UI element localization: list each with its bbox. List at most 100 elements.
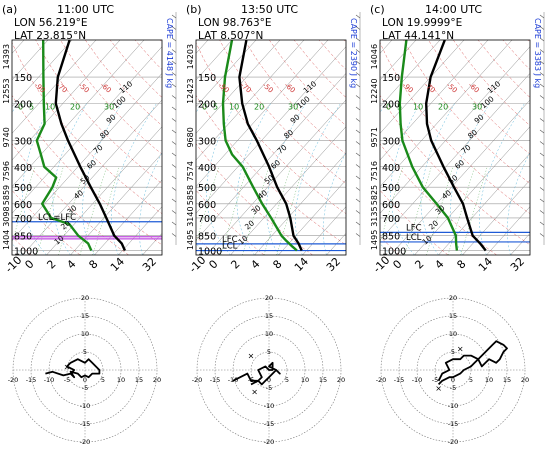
mixing-ratio-label: 0	[386, 102, 391, 111]
wind-barb	[355, 198, 361, 203]
hodograph-trace	[437, 340, 508, 386]
plot-area	[12, 40, 162, 255]
dry-adiabat	[12, 42, 162, 214]
hodograph-ring-label-neg: -20	[264, 438, 275, 446]
isotherm	[12, 40, 121, 161]
height-tick-label: 3135	[370, 206, 379, 226]
lcl-label: LCL	[222, 242, 238, 252]
isotherm-label: 110	[118, 79, 135, 95]
hodograph-ring-label: 5	[83, 348, 87, 356]
wind-barb	[171, 72, 177, 76]
plot-frame	[379, 39, 531, 256]
isotherm	[380, 46, 530, 214]
height-tick-label: 12553	[2, 78, 11, 103]
mixing-ratio-line	[220, 166, 248, 255]
lfc-label: LFC	[222, 235, 238, 245]
moist-adiabat	[22, 103, 53, 255]
hodograph-x-label: -10	[412, 376, 423, 384]
dry-adiabat	[196, 94, 346, 246]
isotherm-label: 80	[98, 128, 111, 141]
moist-adiabat	[111, 103, 157, 255]
hodograph-ring-label: 10	[265, 330, 273, 338]
mixing-ratio-line	[92, 166, 120, 255]
cape-label: CAPE = 3383 J kg	[533, 18, 542, 88]
isotherm	[70, 152, 162, 255]
hodograph-x-label: 15	[503, 376, 511, 384]
dewpoint-profile	[398, 40, 459, 251]
wind-barb	[539, 95, 545, 99]
isotherm	[302, 206, 346, 255]
mixing-ratio-line	[404, 166, 432, 255]
wind-barb	[355, 95, 361, 99]
wind-barb	[355, 49, 361, 53]
wind-barb	[171, 83, 177, 88]
dry-adiabat	[293, 40, 346, 98]
isotherm	[46, 126, 162, 255]
wind-barb	[539, 60, 545, 65]
height-tick-label: 1495	[186, 230, 195, 250]
wind-barb	[171, 198, 177, 203]
lon-label: LON 98.763°E	[198, 17, 272, 29]
isotherm	[196, 46, 346, 214]
temperature-tick-label: 2	[412, 257, 426, 271]
isotherm	[438, 152, 530, 255]
wind-barb	[355, 152, 361, 157]
isotherm-label: 80	[466, 128, 479, 141]
hodograph-x-label: -20	[192, 376, 203, 384]
hodograph-trace	[45, 358, 101, 379]
dry-adiabat	[403, 40, 530, 184]
wind-barb	[171, 141, 177, 145]
mixing-ratio-line	[58, 166, 86, 255]
wind-barb	[171, 95, 177, 99]
dry-adiabat	[380, 236, 400, 255]
dry-adiabat-label: -60	[283, 81, 297, 94]
isotherm	[380, 40, 417, 81]
panel-letter: (a)	[2, 3, 17, 16]
pressure-tick-label: 300	[198, 136, 216, 147]
hodograph-x-label: 10	[117, 376, 125, 384]
wind-barb	[171, 175, 177, 180]
hodograph-ring-label: 10	[449, 330, 457, 338]
mixing-ratio-line	[426, 166, 454, 255]
wind-barb	[539, 141, 545, 145]
moist-adiabat	[266, 103, 306, 255]
height-tick-label: 12240	[370, 78, 379, 103]
hodograph-x-label: 0	[451, 376, 455, 384]
dewpoint-profile	[35, 40, 93, 251]
dry-adiabat	[12, 94, 162, 246]
isotherm-label: 70	[92, 143, 105, 156]
wind-barb	[355, 37, 361, 42]
temperature-tick-label: 14	[476, 255, 495, 274]
plot-area	[380, 40, 530, 255]
plot-frame	[11, 39, 163, 256]
wind-barb	[171, 106, 177, 111]
wind-barb	[171, 210, 177, 214]
hodograph-x-label: 0	[83, 376, 87, 384]
wind-barb	[171, 129, 177, 134]
panel-letter: (b)	[186, 3, 202, 16]
isotherm	[196, 40, 329, 188]
isotherm	[196, 40, 281, 134]
hodograph-ring-label-neg: -20	[80, 438, 91, 446]
isotherm	[380, 40, 441, 108]
wind-barb	[171, 187, 177, 191]
hodograph-ring-label-neg: -5	[266, 384, 272, 392]
wind-barb	[539, 37, 545, 42]
pressure-tick-label: 200	[382, 99, 400, 110]
isotherm	[230, 126, 346, 255]
mixing-ratio-label: 5	[213, 102, 218, 111]
hodograph-ring-label: 15	[265, 312, 273, 320]
isotherm-label: 100	[479, 94, 496, 110]
temperature-tick-label: 2	[44, 257, 58, 271]
wind-barb	[539, 221, 545, 226]
mixing-ratio-label: 30	[472, 102, 482, 111]
lat-label: LAT 23.815°N	[14, 30, 86, 42]
pressure-tick-label: 300	[14, 136, 32, 147]
isotherm	[196, 40, 305, 161]
wind-barb	[355, 72, 361, 76]
pressure-tick-label: 600	[14, 200, 32, 211]
dry-adiabat-label: -50	[77, 81, 91, 94]
dry-adiabat	[380, 94, 530, 246]
dry-adiabat	[196, 143, 313, 255]
